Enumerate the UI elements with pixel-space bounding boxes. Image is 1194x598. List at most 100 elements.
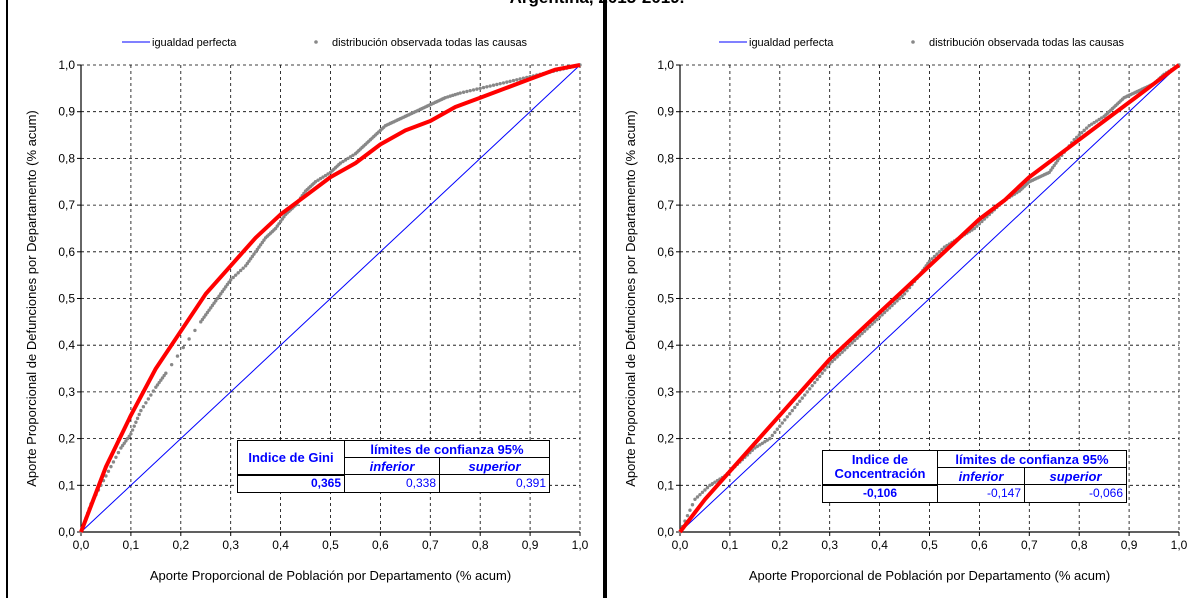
observed-point: [900, 294, 904, 298]
observed-point: [458, 91, 462, 95]
legend: igualdad perfecta distribución observada…: [122, 37, 528, 49]
observed-point: [1075, 135, 1079, 140]
observed-point: [1087, 124, 1091, 128]
x-tick-label: 0,4: [272, 538, 289, 552]
observed-point: [975, 224, 979, 228]
observed-point: [808, 387, 812, 391]
observed-point: [690, 503, 695, 507]
observed-point: [832, 357, 837, 361]
observed-point: [852, 338, 857, 343]
upper-value: 0,391: [439, 474, 550, 493]
x-tick-label: 0,2: [771, 538, 788, 552]
observed-point: [937, 250, 942, 254]
observed-point: [465, 89, 469, 94]
observed-point: [104, 474, 108, 478]
y-tick-label: 0,6: [58, 245, 75, 259]
observed-point: [835, 355, 839, 359]
observed-point: [175, 354, 180, 358]
observed-point: [116, 450, 121, 455]
legend-equality-label: igualdad perfecta: [749, 37, 834, 49]
observed-point: [495, 82, 499, 87]
observed-point: [805, 390, 809, 394]
y-tick-label: 0,5: [58, 292, 75, 306]
legend-dot-swatch: [314, 40, 318, 44]
observed-point: [491, 83, 496, 87]
lower-value: 0,338: [344, 474, 440, 493]
x-tick-label: 0,9: [1121, 538, 1138, 552]
observed-point: [855, 336, 859, 340]
observed-point: [790, 408, 794, 413]
observed-point: [927, 259, 932, 263]
lower-label: inferior: [344, 457, 440, 475]
x-tick-label: 0,6: [372, 538, 389, 552]
observed-point: [485, 85, 489, 89]
observed-point: [181, 345, 185, 350]
observed-point: [897, 296, 902, 301]
observed-point: [825, 365, 829, 369]
y-tick-label: 0,3: [657, 385, 674, 399]
x-tick-label: 0,9: [522, 538, 539, 552]
observed-point: [132, 424, 136, 428]
observed-point: [1089, 122, 1094, 126]
x-tick-label: 0,7: [422, 538, 439, 552]
observed-point: [882, 310, 887, 315]
observed-point: [313, 180, 318, 184]
observed-point: [785, 415, 789, 419]
observed-point: [892, 301, 897, 305]
observed-point: [685, 513, 690, 518]
y-tick-label: 0,7: [657, 198, 674, 212]
observed-point: [693, 497, 697, 502]
x-tick-label: 1,0: [1171, 538, 1188, 552]
y-tick-label: 0,6: [657, 245, 674, 259]
y-tick-label: 0,4: [657, 338, 674, 352]
concentration-chart-panel: 0,0 0,1 0,2 0,3 0,4 0,5 0,6 0,7 0,8 0,9 1,0 0,0 0,1…: [597, 0, 1194, 598]
upper-label: superior: [439, 457, 550, 475]
observed-point: [114, 455, 118, 459]
x-tick-label: 0,0: [73, 538, 90, 552]
observed-point: [1084, 126, 1089, 130]
observed-point: [501, 81, 506, 85]
observed-point: [865, 327, 869, 331]
y-tick-label: 1,0: [58, 58, 75, 72]
series-marks: [678, 63, 1181, 534]
x-tick-label: 0,3: [222, 538, 239, 552]
observed-point: [151, 389, 156, 393]
observed-point: [139, 408, 143, 413]
observed-point: [775, 427, 780, 431]
y-tick-label: 0,4: [58, 338, 75, 352]
x-tick-labels: 0,0 0,1 0,2 0,3 0,4 0,5 0,6 0,7 0,8 0,9 1,0: [672, 538, 1188, 552]
page-title: Argentina, 2015-2019.: [0, 0, 1194, 8]
gini-table: Indice de Gini límites de confianza 95% …: [237, 440, 550, 493]
observed-point: [935, 252, 939, 256]
observed-point: [972, 226, 977, 231]
observed-point: [857, 334, 862, 338]
observed-point: [788, 411, 792, 416]
legend-dot-swatch: [911, 40, 915, 44]
observed-point: [321, 175, 325, 179]
x-tick-label: 0,4: [871, 538, 888, 552]
observed-point: [765, 438, 770, 442]
x-tick-label: 0,1: [722, 538, 739, 552]
y-tick-label: 0,8: [58, 151, 75, 165]
fitted-curve: [79, 63, 581, 533]
observed-point: [760, 441, 765, 445]
y-tick-label: 0,2: [657, 432, 674, 446]
observed-point: [803, 393, 807, 397]
observed-point: [229, 278, 233, 282]
observed-point: [860, 331, 864, 336]
gini-chart-panel: 0,0 0,1 0,2 0,3 0,4 0,5 0,6 0,7 0,8 0,9 1,0 0,0 0,1…: [24, 37, 589, 583]
observed-point: [144, 401, 148, 405]
x-tick-label: 0,0: [672, 538, 689, 552]
y-tick-label: 0,9: [58, 105, 75, 119]
y-axis-label: Aporte Proporcional de Defunciones por D…: [24, 110, 39, 486]
observed-point: [511, 78, 516, 83]
observed-point: [830, 359, 834, 364]
observed-point: [847, 343, 852, 347]
observed-point: [515, 78, 519, 82]
y-tick-labels: 0,0 0,1 0,2 0,3 0,4 0,5 0,6 0,7 0,8 0,9 1,0: [58, 58, 75, 539]
observed-point: [193, 328, 197, 333]
gini-chart: 0,0 0,1 0,2 0,3 0,4 0,5 0,6 0,7 0,8 0,9 1,0 0,0 0,1…: [24, 37, 589, 583]
observed-point: [231, 275, 235, 280]
observed-point: [346, 156, 350, 161]
observed-point: [837, 352, 842, 357]
